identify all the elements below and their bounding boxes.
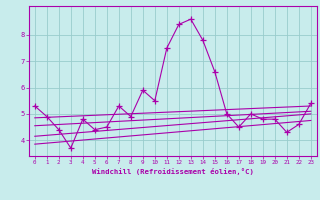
X-axis label: Windchill (Refroidissement éolien,°C): Windchill (Refroidissement éolien,°C) xyxy=(92,168,254,175)
